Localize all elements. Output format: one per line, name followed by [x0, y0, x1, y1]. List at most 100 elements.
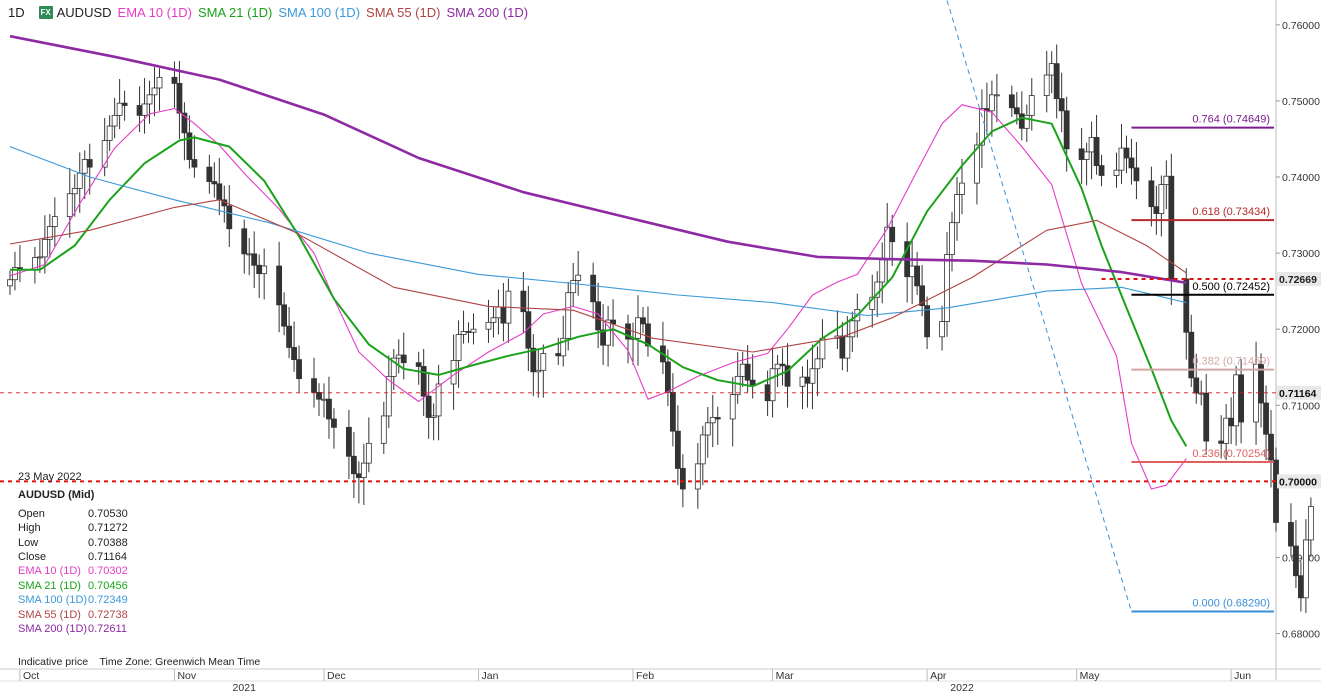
candle: [76, 172, 83, 189]
candle: [560, 337, 567, 357]
candle: [206, 166, 213, 182]
candle: [470, 328, 477, 333]
candle: [939, 321, 945, 338]
fib-label-0.000: 0.000 (0.68290): [1192, 597, 1270, 609]
candle: [1088, 137, 1095, 153]
candle: [251, 253, 258, 266]
candle: [919, 285, 926, 307]
candle: [674, 430, 681, 469]
candle: [390, 357, 397, 377]
x-tick-label: May: [1080, 670, 1101, 682]
candle: [1013, 107, 1020, 115]
candle: [909, 265, 916, 278]
info-row-sma55: SMA 55 (1D) 0.72738: [18, 608, 128, 621]
candle: [1273, 459, 1279, 523]
candle: [355, 473, 362, 478]
candle: [216, 183, 223, 201]
candle: [490, 317, 497, 323]
candle: [769, 368, 776, 402]
info-row-sma200: SMA 200 (1D) 0.72611: [18, 623, 127, 636]
candle: [141, 103, 148, 116]
candle: [784, 365, 791, 387]
info-row-high: High 0.71272: [18, 522, 128, 535]
fib-label-0.618: 0.618 (0.73434): [1192, 206, 1270, 218]
info-date: 23 May 2022: [18, 471, 82, 483]
candle: [605, 319, 611, 346]
candle: [540, 353, 547, 371]
current-price-tag-bg: [1277, 385, 1321, 400]
candle: [276, 265, 283, 306]
candle: [1233, 374, 1240, 427]
candle: [979, 108, 985, 146]
x-tick-label: Oct: [23, 670, 39, 682]
series-line-ema-10: [9, 104, 1187, 490]
indicator-sma100[interactable]: SMA 100 (1D): [278, 4, 361, 20]
candle: [844, 336, 851, 359]
indicator-ema10[interactable]: EMA 10 (1D): [117, 4, 192, 20]
candle: [1228, 417, 1235, 427]
candle: [879, 259, 886, 283]
fib-label-0.500: 0.500 (0.72452): [1192, 281, 1270, 293]
candle: [1078, 148, 1085, 160]
candle: [1288, 522, 1294, 547]
candle: [1053, 63, 1060, 100]
y-tick-label: 0.71000: [1282, 400, 1320, 412]
candle: [635, 317, 641, 339]
candle: [1198, 392, 1205, 395]
candle: [186, 132, 193, 160]
indicator-sma200[interactable]: SMA 200 (1D): [446, 4, 529, 20]
candle: [914, 265, 921, 287]
candle: [176, 83, 183, 114]
symbol-label[interactable]: AUDUSD: [56, 4, 112, 20]
y-tick-label: 0.68000: [1282, 629, 1320, 641]
candle: [1163, 175, 1170, 186]
x-tick-label: Mar: [776, 670, 795, 682]
candle: [191, 159, 198, 168]
candle: [679, 468, 686, 490]
candle: [400, 354, 407, 364]
candle: [814, 358, 821, 370]
candle: [151, 87, 158, 96]
info-row-sma21: SMA 21 (1D) 0.70456: [18, 579, 128, 592]
candle: [1268, 433, 1274, 461]
candle: [954, 194, 960, 224]
candle: [36, 256, 43, 259]
x-tick-label: Dec: [327, 670, 346, 682]
indicator-sma21[interactable]: SMA 21 (1D): [197, 4, 273, 20]
candle: [1093, 137, 1100, 166]
fib-label-0.382: 0.382 (0.71469): [1192, 356, 1270, 368]
candle: [7, 279, 13, 287]
trend-line: [946, 0, 1132, 612]
candle: [1293, 545, 1299, 577]
y-tick-label: 0.73000: [1282, 248, 1320, 260]
candle: [1193, 377, 1200, 394]
candle: [435, 383, 442, 417]
candle: [226, 205, 233, 230]
indicator-sma55[interactable]: SMA 55 (1D): [366, 4, 441, 20]
candle: [993, 94, 1000, 97]
timeframe-label[interactable]: 1D: [8, 4, 25, 20]
candle: [949, 222, 955, 256]
info-row-low: Low 0.70388: [18, 536, 128, 549]
candle: [839, 335, 846, 359]
candle: [1113, 169, 1120, 176]
candle: [555, 353, 562, 357]
candle: [420, 366, 427, 397]
candle: [1063, 110, 1070, 150]
candle: [46, 226, 53, 240]
candle: [704, 422, 711, 436]
candle: [1008, 94, 1015, 109]
support-price-tag-bg: [1277, 474, 1321, 489]
candle: [1223, 417, 1230, 444]
candle: [1218, 440, 1225, 444]
candle: [455, 334, 462, 361]
candle: [570, 280, 577, 294]
candle: [136, 105, 143, 116]
candle: [111, 114, 118, 127]
fib-label-0.764: 0.764 (0.74649): [1192, 114, 1270, 126]
candle: [530, 347, 537, 373]
candle: [1158, 184, 1165, 214]
y-tick-label: 0.74000: [1282, 172, 1320, 184]
candle: [590, 274, 597, 303]
